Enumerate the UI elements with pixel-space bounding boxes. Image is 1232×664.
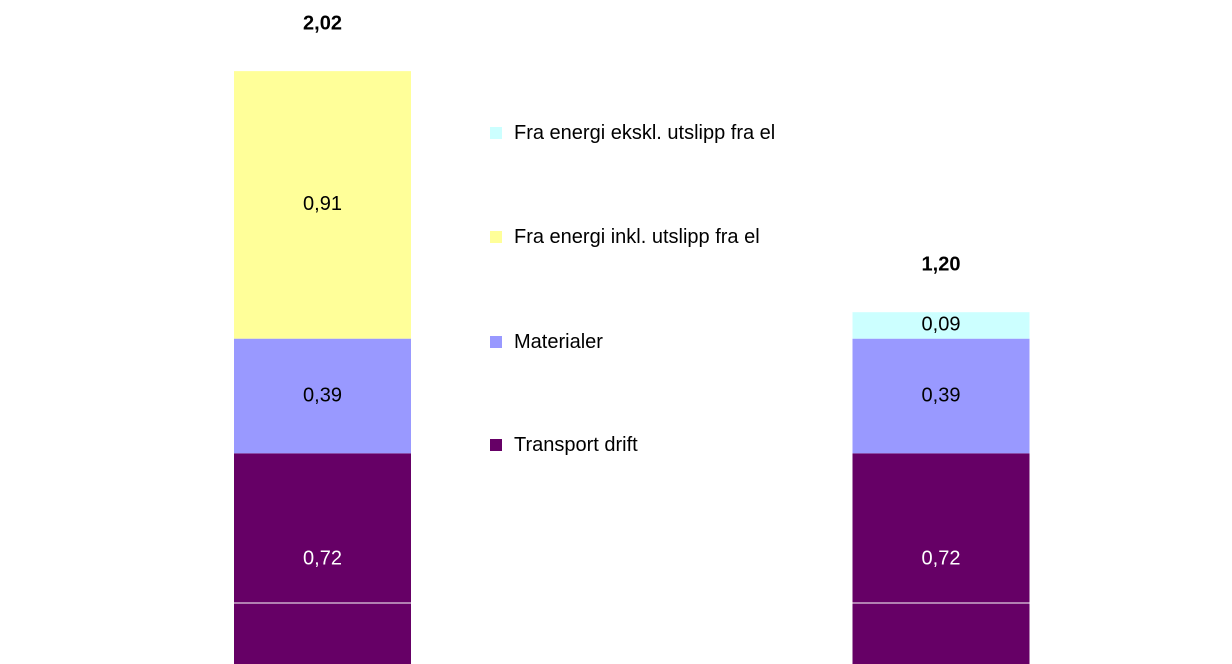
legend-item: Fra energi inkl. utslipp fra el [490,222,790,252]
bar-segment [234,338,411,454]
value-label: 0,72 [303,547,342,569]
bar-segment [852,338,1030,454]
total-label: 1,20 [922,253,961,275]
legend-label: Fra energi inkl. utslipp fra el [514,226,760,248]
legend-item: Transport drift [490,430,790,460]
value-label: 0,39 [303,384,342,406]
legend-item: Materialer [490,327,790,357]
total-label: 2,02 [303,12,342,34]
legend-swatch [490,127,502,139]
bar-segment [852,312,1030,339]
legend-item: Fra energi ekskl. utslipp fra el [490,118,790,148]
legend-label: Materialer [514,331,603,353]
value-label: 0,91 [303,193,342,215]
legend-label: Transport drift [514,434,638,456]
bar-segment [852,453,1030,664]
legend-swatch [490,231,502,243]
value-label: 0,72 [922,547,961,569]
bar-segment [234,71,411,339]
legend-label: Fra energi ekskl. utslipp fra el [514,122,776,144]
legend-swatch [490,439,502,451]
bar-segment [234,453,411,664]
value-label: 0,39 [922,384,961,406]
value-label: 0,09 [922,314,961,336]
legend-swatch [490,336,502,348]
